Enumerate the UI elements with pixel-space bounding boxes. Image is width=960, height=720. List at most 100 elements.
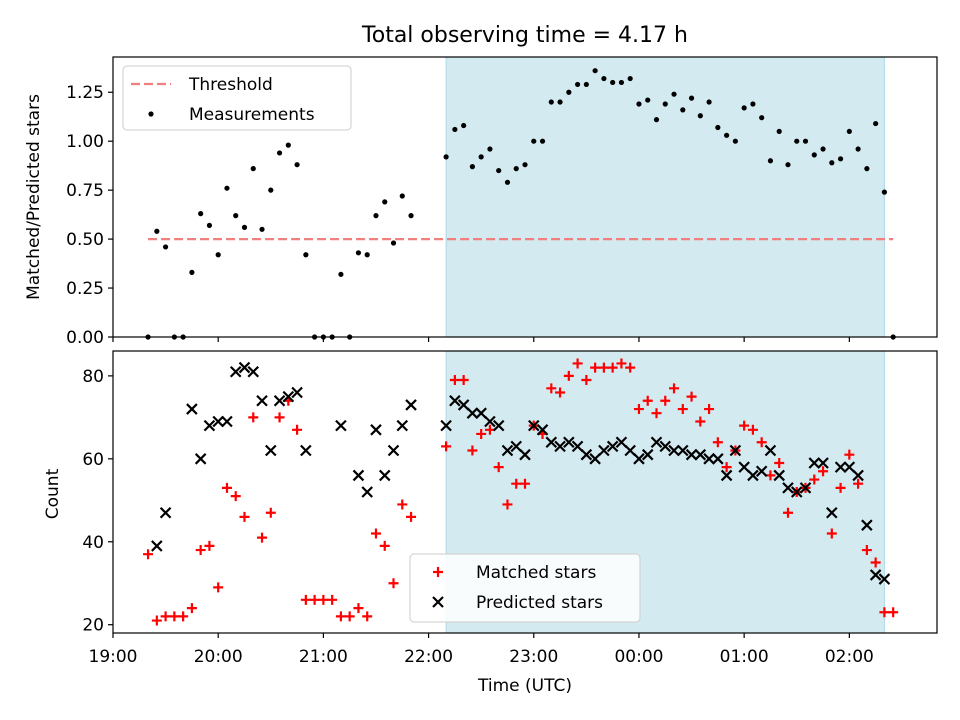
y-tick-label: 0.75 (66, 181, 104, 201)
predicted-star-point (755, 465, 768, 478)
predicted-star-point (790, 486, 803, 498)
matched-star-point (590, 362, 601, 373)
matched-star-point (370, 528, 381, 539)
x-tick-label: 20:00 (194, 647, 243, 667)
measurement-point (338, 271, 344, 277)
measurement-point (767, 158, 774, 164)
predicted-star-point (221, 415, 233, 428)
measurement-point (399, 193, 405, 199)
measurement-point (688, 95, 695, 101)
measurement-point (794, 138, 800, 144)
matched-star-point (704, 404, 715, 415)
predicted-star-point (869, 569, 882, 581)
legend-label: Predicted stars (476, 593, 603, 613)
measurement-point (636, 101, 642, 107)
matched-star-point (721, 462, 732, 473)
predicted-star-point (282, 390, 295, 403)
measurement-point (303, 252, 309, 258)
axes-frame (112, 56, 938, 338)
legend-box (409, 553, 641, 623)
predicted-star-point (229, 365, 242, 378)
predicted-star-point (484, 415, 496, 428)
matched-star-point (309, 594, 320, 605)
x-tick-label: 02:00 (825, 647, 874, 667)
matched-star-point (221, 482, 232, 493)
measurement-point (504, 179, 511, 185)
predicted-star-point (729, 444, 742, 457)
measurement-point (881, 189, 888, 195)
matched-star-point (265, 507, 276, 518)
measurement-point (627, 75, 633, 82)
measurement-point (776, 128, 782, 135)
measurement-point (785, 162, 791, 168)
matched-star-point (476, 428, 487, 439)
measurement-point (452, 126, 458, 133)
measurement-point (829, 160, 835, 166)
x-tick-label: 22:00 (404, 647, 453, 667)
predicted-star-point (475, 407, 487, 419)
matched-star-point (467, 445, 478, 456)
predicted-star-point (396, 419, 409, 432)
matched-star-point (853, 478, 864, 489)
measurement-point (241, 224, 248, 230)
matched-star-point (178, 611, 189, 622)
measurement-point (811, 152, 817, 158)
matched-star-point (493, 462, 504, 473)
measurement-point (706, 99, 712, 105)
predicted-star-point (361, 486, 373, 498)
predicted-star-point (633, 453, 645, 465)
predicted-star-point (641, 448, 654, 461)
y-tick-label: 40 (82, 533, 104, 553)
measurement-point (715, 124, 721, 131)
measurement-point (382, 199, 388, 205)
predicted-star-point (554, 440, 566, 453)
predicted-star-point (405, 399, 417, 411)
matched-star-point (616, 358, 627, 369)
predicted-star-point (247, 365, 260, 378)
axes-frame (112, 350, 938, 634)
measurement-point (478, 154, 484, 160)
matched-star-point (888, 607, 899, 618)
bottom-y-axis-label: Count (43, 468, 63, 519)
y-tick-label: 1.25 (66, 83, 104, 103)
legend-matched-marker (433, 567, 443, 577)
predicted-star-point (598, 444, 610, 457)
measurement-point (557, 99, 563, 105)
measurement-point (364, 252, 370, 258)
predicted-star-point (265, 444, 277, 457)
x-tick-label: 21:00 (299, 647, 348, 667)
predicted-star-point (527, 419, 540, 432)
measurement-point (531, 138, 537, 144)
y-tick-label: 60 (82, 450, 104, 470)
x-tick-label: 00:00 (614, 647, 663, 667)
matched-star-point (861, 545, 872, 556)
matched-star-point (607, 362, 618, 373)
matched-star-point (230, 491, 241, 502)
measurement-point (233, 213, 239, 219)
matched-star-point (151, 615, 162, 626)
predicted-star-point (624, 444, 636, 457)
predicted-star-point (563, 436, 575, 449)
measurement-point (215, 252, 221, 258)
measurement-point (662, 101, 668, 107)
matched-star-point (397, 499, 408, 510)
predicted-star-point (335, 419, 347, 432)
matched-star-point (686, 391, 697, 402)
x-tick-label: 23:00 (509, 647, 558, 667)
matched-star-point (379, 540, 390, 551)
measurement-point (355, 250, 362, 256)
matched-star-point (169, 611, 180, 622)
measurement-point (837, 156, 844, 162)
matched-star-point (677, 404, 688, 415)
predicted-star-point (852, 469, 864, 482)
predicted-star-point (273, 394, 286, 407)
predicted-star-point (650, 436, 663, 449)
predicted-star-point (861, 519, 873, 531)
matched-star-point (651, 408, 662, 419)
predicted-star-point (449, 394, 461, 407)
measurement-point (390, 240, 397, 246)
y-tick-label: 80 (82, 367, 104, 387)
measurement-point (724, 132, 730, 138)
predicted-star-point (589, 453, 601, 465)
